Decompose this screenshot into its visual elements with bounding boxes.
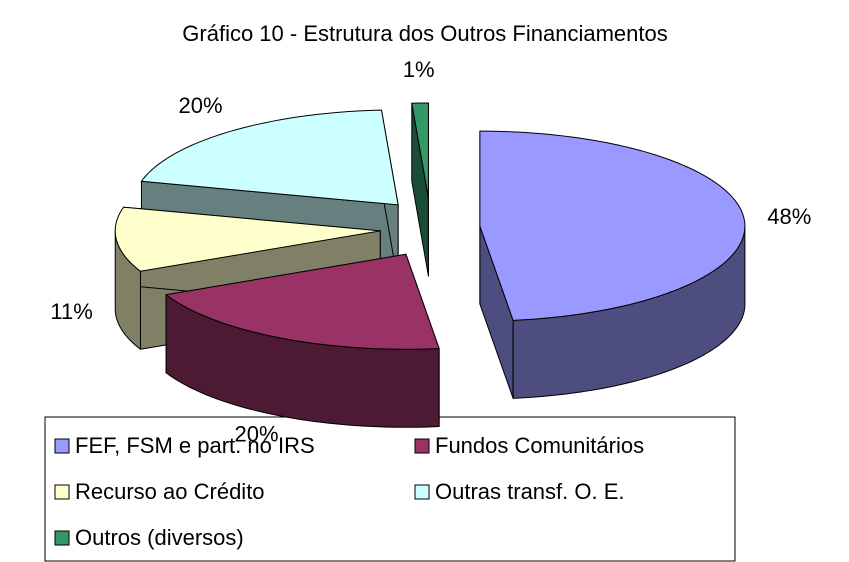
slice-top xyxy=(411,102,429,199)
slice xyxy=(479,130,746,399)
legend-swatch xyxy=(54,530,70,546)
data-label: 11% xyxy=(50,299,92,324)
data-label: 20% xyxy=(235,422,279,447)
slice-top xyxy=(479,130,746,321)
slice xyxy=(411,102,429,277)
legend-swatch xyxy=(414,484,430,500)
legend-swatch xyxy=(414,438,430,454)
legend-swatch xyxy=(54,484,70,500)
legend-label: Outros (diversos) xyxy=(75,525,244,550)
legend-label: Outras transf. O. E. xyxy=(435,479,625,504)
data-label: 48% xyxy=(767,204,811,229)
legend-box xyxy=(44,416,736,562)
legend-swatch xyxy=(54,438,70,454)
legend-label: Fundos Comunitários xyxy=(435,433,644,458)
data-label: 1% xyxy=(403,57,435,82)
slice-top xyxy=(165,253,440,350)
slice-top xyxy=(114,206,381,272)
legend-label: FEF, FSM e part. no IRS xyxy=(75,433,315,458)
slice xyxy=(165,253,440,428)
legend-label: Recurso ao Crédito xyxy=(75,479,265,504)
data-label: 20% xyxy=(179,93,223,118)
slice-top xyxy=(140,109,399,206)
chart-title: Gráfico 10 - Estrutura dos Outros Financ… xyxy=(182,21,667,46)
